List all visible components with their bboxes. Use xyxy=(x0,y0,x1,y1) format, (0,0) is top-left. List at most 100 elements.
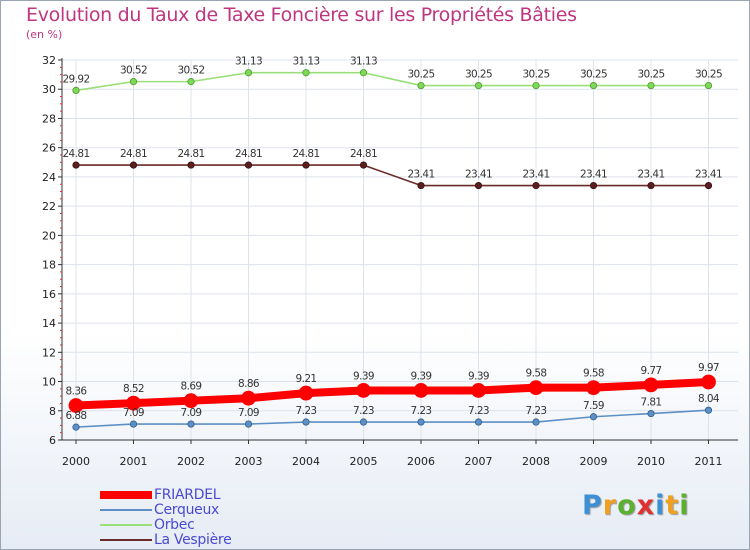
data-point-friardel xyxy=(413,383,429,398)
data-label-cerqueux: 7.09 xyxy=(238,407,259,419)
data-point-cerqueux xyxy=(72,423,80,431)
data-point-friardel xyxy=(528,380,544,396)
data-label-cerqueux: 7.81 xyxy=(641,397,662,409)
data-point-friardel xyxy=(643,377,659,393)
data-label-la-vespiere: 24.81 xyxy=(350,148,377,160)
y-tick-label: 8 xyxy=(49,405,56,418)
data-point-orbec xyxy=(532,81,540,90)
data-point-orbec xyxy=(647,81,655,90)
legend-item-cerqueux: Cerqueux xyxy=(100,502,300,518)
axes: 6 8 10 12 14 16 18 20 22 24 26 28 30 32 2000 2001 2002 20… xyxy=(42,54,738,468)
data-label-la-vespiere: 24.81 xyxy=(120,148,147,160)
legend-swatch-la-vespiere xyxy=(100,539,152,541)
data-label-friardel: 8.86 xyxy=(238,378,260,390)
y-unit-label: (en %) xyxy=(26,28,63,41)
y-tick-label: 24 xyxy=(42,171,56,184)
data-label-orbec: 31.13 xyxy=(292,56,319,68)
legend-item-orbec: Orbec xyxy=(100,517,300,533)
data-point-orbec xyxy=(417,81,425,90)
data-point-friardel xyxy=(701,374,716,390)
data-label-cerqueux: 7.09 xyxy=(181,407,202,419)
y-tick-label: 30 xyxy=(42,83,56,96)
chart-title: Evolution du Taux de Taxe Foncière sur l… xyxy=(26,4,577,26)
data-point-cerqueux xyxy=(647,409,655,418)
legend-swatch-orbec xyxy=(100,524,152,526)
data-label-friardel: 8.52 xyxy=(123,383,144,395)
data-label-friardel: 9.77 xyxy=(641,365,662,377)
data-point-la-vespiere xyxy=(244,161,253,169)
data-label-friardel: 8.69 xyxy=(181,381,202,393)
data-point-la-vespiere xyxy=(704,181,713,190)
data-point-friardel xyxy=(298,385,314,401)
y-tick-label: 32 xyxy=(42,54,56,67)
data-label-la-vespiere: 23.41 xyxy=(465,169,492,181)
legend-item-friardel: FRIARDEL xyxy=(100,487,300,503)
data-label-friardel: 9.39 xyxy=(411,370,432,382)
data-point-friardel xyxy=(241,390,256,406)
y-tick-label: 6 xyxy=(49,434,56,447)
data-point-orbec xyxy=(704,81,713,90)
y-tick-label: 28 xyxy=(42,112,56,125)
x-tick-label: 2008 xyxy=(522,455,550,468)
data-point-la-vespiere xyxy=(647,181,655,190)
data-point-friardel xyxy=(586,380,601,396)
data-label-la-vespiere: 23.41 xyxy=(637,169,664,181)
data-point-cerqueux xyxy=(474,418,483,426)
data-point-cerqueux xyxy=(532,418,540,426)
y-tick-label: 20 xyxy=(42,229,56,242)
legend-swatch-friardel xyxy=(100,491,152,499)
data-point-la-vespiere xyxy=(302,161,310,169)
data-label-friardel: 9.39 xyxy=(468,370,489,382)
y-tick-label: 22 xyxy=(42,200,56,213)
y-tick-label: 26 xyxy=(42,142,56,155)
data-label-cerqueux: 7.59 xyxy=(583,400,604,412)
data-labels: 6.88 7.09 7.09 7.09 7.23 7.23 7.23 7.23 7.23 7.59… xyxy=(62,56,722,422)
data-label-cerqueux: 8.04 xyxy=(698,393,720,405)
data-point-orbec xyxy=(589,81,598,90)
data-point-cerqueux xyxy=(129,420,138,428)
data-label-orbec: 30.25 xyxy=(465,69,492,81)
data-point-friardel xyxy=(126,395,141,411)
data-point-orbec xyxy=(72,86,80,95)
data-label-orbec: 30.25 xyxy=(522,69,549,81)
series-layer xyxy=(68,69,716,431)
data-point-friardel xyxy=(183,393,199,409)
x-tick-label: 2000 xyxy=(62,455,90,468)
proxiti-logo: Proxiti xyxy=(582,490,690,521)
data-point-orbec xyxy=(244,69,253,77)
y-tick-label: 10 xyxy=(42,376,56,389)
legend-swatch-cerqueux xyxy=(100,509,152,511)
data-label-friardel: 9.58 xyxy=(583,368,604,380)
data-point-cerqueux xyxy=(187,420,195,428)
x-tick-label: 2005 xyxy=(350,455,378,468)
y-tick-label: 18 xyxy=(42,259,56,272)
data-label-cerqueux: 6.88 xyxy=(66,410,87,422)
data-label-friardel: 9.39 xyxy=(353,370,374,382)
data-point-la-vespiere xyxy=(129,161,138,169)
data-point-la-vespiere xyxy=(359,161,368,169)
data-label-cerqueux: 7.23 xyxy=(296,405,317,417)
data-point-cerqueux xyxy=(417,418,425,426)
data-label-la-vespiere: 23.41 xyxy=(522,169,549,181)
data-point-la-vespiere xyxy=(417,181,425,190)
data-label-cerqueux: 7.23 xyxy=(353,405,374,417)
data-label-orbec: 30.25 xyxy=(695,69,722,81)
data-label-la-vespiere: 24.81 xyxy=(177,148,204,160)
data-label-cerqueux: 7.23 xyxy=(468,405,489,417)
data-point-la-vespiere xyxy=(187,161,195,169)
x-tick-label: 2009 xyxy=(580,455,608,468)
data-label-friardel: 9.58 xyxy=(526,368,547,380)
data-label-orbec: 30.52 xyxy=(120,65,147,77)
x-tick-label: 2010 xyxy=(637,455,665,468)
data-label-la-vespiere: 23.41 xyxy=(695,169,722,181)
series-line-la-vespiere xyxy=(75,164,710,187)
data-point-cerqueux xyxy=(704,406,713,414)
data-label-la-vespiere: 24.81 xyxy=(62,148,89,160)
series-line-orbec xyxy=(75,71,710,92)
legend-label: Orbec xyxy=(154,517,195,533)
data-label-friardel: 9.97 xyxy=(698,362,719,374)
legend-item-la-vespiere: La Vespière xyxy=(100,532,300,548)
x-tick-label: 2007 xyxy=(465,455,493,468)
